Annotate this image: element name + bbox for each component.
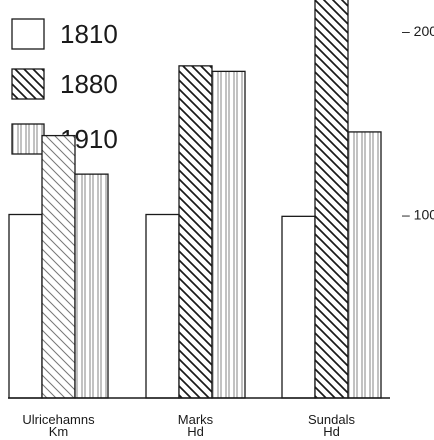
- bar-1810-1: [145, 213, 180, 399]
- category-label-0: Ulricehamns Km: [22, 412, 95, 439]
- category-label-2: Sundals Hd: [308, 412, 355, 439]
- bars: [8, 0, 382, 399]
- bar-1810-2: [281, 215, 316, 399]
- legend-label-1810: 1810: [60, 19, 118, 49]
- bar-1880-1: [178, 65, 213, 399]
- bar-1910-0: [74, 173, 109, 399]
- y-tick-label-100: – 100: [402, 207, 434, 223]
- bar-1810-0: [8, 213, 43, 399]
- legend-label-1880: 1880: [60, 69, 118, 99]
- legend-swatch-1910: [11, 123, 45, 155]
- category-labels: Ulricehamns Km Marks Hd Sundals Hd: [22, 412, 355, 439]
- bar-1910-1: [211, 70, 246, 399]
- bar-1880-2: [314, 0, 349, 399]
- y-tick-label-200: – 200: [402, 23, 434, 39]
- legend-swatch-1880: [11, 68, 45, 100]
- bar-1880-0: [41, 134, 76, 399]
- category-label-1: Marks Hd: [178, 412, 214, 439]
- legend-swatch-1810: [11, 18, 45, 50]
- bar-1910-2: [347, 131, 382, 399]
- y-axis-ticks: – 100 – 200: [402, 23, 434, 223]
